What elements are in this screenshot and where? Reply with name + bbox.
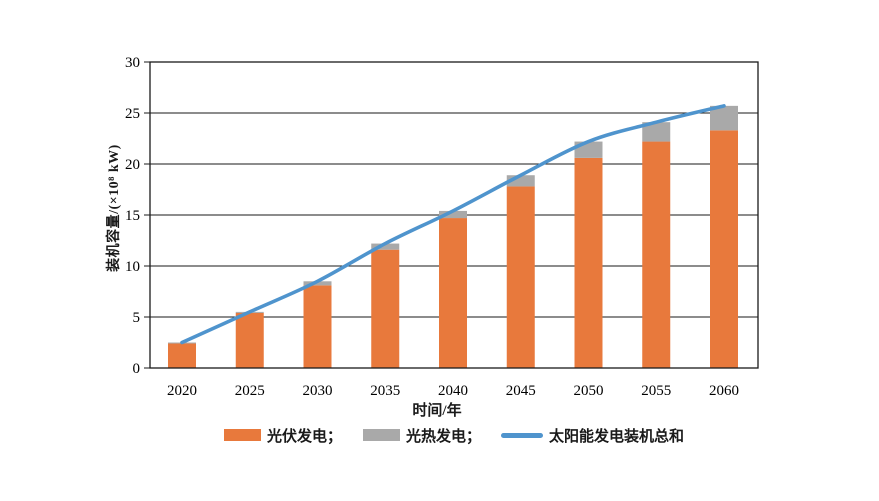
legend-label-csp: 光热发电； [406,428,482,445]
y-tick-label: 0 [133,361,141,377]
x-tick-label: 2030 [303,383,333,399]
y-axis-title: 装机容量/(×10⁸ kW) [107,144,122,272]
bar-csp [506,175,535,187]
x-tick-label: 2045 [506,383,536,399]
y-tick-label: 5 [133,310,141,326]
bar-pv [439,218,467,368]
y-tick-label: 30 [125,55,140,71]
x-tick-label: 2035 [370,383,400,399]
y-tick-label: 25 [125,106,140,122]
csp-color-swatch [363,429,400,441]
x-tick-label: 2050 [574,383,604,399]
legend-item-pv: 光伏发电； [224,427,343,445]
bar-csp [303,281,332,286]
bar-csp [642,122,671,142]
bar-pv [371,249,400,368]
x-tick-label: 2025 [235,383,265,399]
y-tick-label: 20 [125,157,140,173]
bar-pv [303,285,332,368]
legend-label-pv: 光伏发电； [267,428,343,445]
pv-color-swatch [224,429,261,441]
total-line-swatch [501,432,543,438]
legend-item-total: 太阳能发电装机总和 [501,427,685,445]
bar-pv [642,141,671,368]
x-tick-label: 2060 [709,383,739,399]
x-tick-label: 2020 [167,383,197,399]
legend-item-csp: 光热发电； [363,427,482,445]
total-line [180,104,726,345]
x-tick-label: 2040 [438,383,468,399]
y-tick-label: 10 [125,259,140,275]
x-axis-title: 时间/年 [412,403,462,419]
bar-pv [506,186,535,368]
bar-csp [710,105,738,131]
bar-pv [574,157,603,368]
bar-csp [371,243,400,250]
bar-pv [168,343,196,368]
bar-pv [710,130,738,368]
x-tick-label: 2055 [641,383,671,399]
y-tick-label: 15 [125,208,140,224]
bar-pv [235,312,264,368]
legend-label-total: 太阳能发电装机总和 [549,428,685,445]
legend: 光伏发电； 光热发电； 太阳能发电装机总和 [0,427,879,445]
bar-csp [439,210,467,219]
